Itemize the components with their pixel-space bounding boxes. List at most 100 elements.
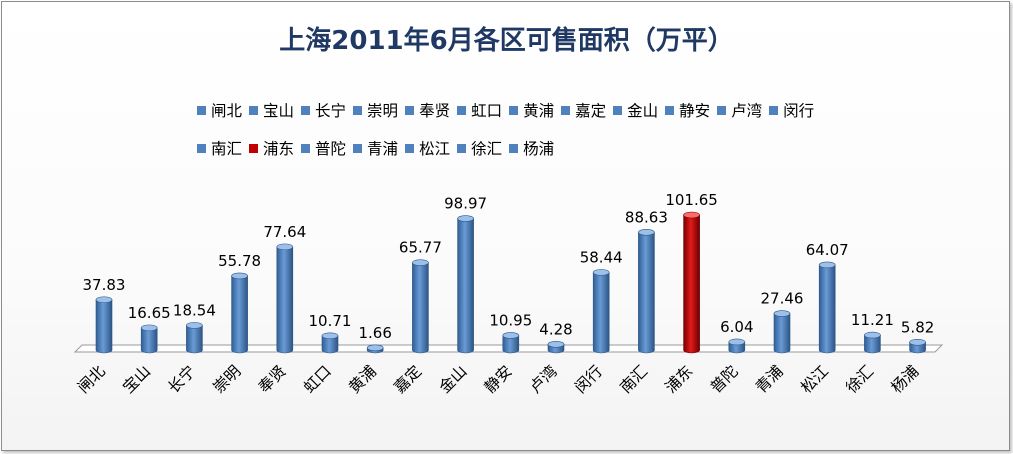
legend-label: 虹口 [471, 102, 503, 120]
data-label: 65.77 [399, 239, 442, 257]
legend-item: 宝山 [249, 92, 294, 130]
data-label: 37.83 [83, 276, 126, 294]
bar [231, 275, 248, 354]
legend-swatch [613, 106, 623, 115]
legend-item: 闵行 [769, 92, 814, 130]
legend-label: 宝山 [263, 102, 295, 120]
x-tick-label: 浦东 [662, 362, 697, 397]
x-tick-label: 卢湾 [526, 362, 561, 397]
bar-top [412, 259, 429, 266]
legend-label: 嘉定 [575, 102, 607, 120]
legend-label: 青浦 [367, 140, 399, 158]
data-label: 16.65 [128, 304, 171, 322]
x-tick-label: 长宁 [165, 362, 200, 397]
legend-label: 徐汇 [471, 140, 503, 158]
x-tick-label: 南汇 [617, 362, 652, 397]
legend-label: 静安 [679, 102, 711, 120]
bar-top [909, 338, 926, 346]
legend-item: 闸北 [197, 92, 242, 130]
x-tick-label: 闵行 [571, 362, 606, 397]
bar-top [592, 269, 610, 276]
x-tick-label: 黄浦 [345, 362, 380, 397]
data-label: 10.95 [489, 311, 532, 329]
data-label: 77.64 [263, 223, 306, 241]
legend-item: 崇明 [353, 92, 398, 130]
legend-swatch [509, 144, 519, 153]
bar [186, 325, 203, 354]
legend-label: 松江 [419, 140, 451, 158]
x-tick-label: 闸北 [74, 362, 109, 397]
legend-swatch [717, 106, 727, 115]
legend-item: 普陀 [301, 130, 346, 168]
bar-top [683, 211, 700, 219]
data-label: 88.63 [625, 208, 668, 226]
x-tick-label: 虹口 [300, 362, 335, 397]
x-tick-label: 静安 [481, 362, 516, 397]
legend-swatch [561, 106, 571, 115]
legend-swatch [197, 106, 206, 115]
legend-swatch [301, 144, 311, 153]
x-tick-label: 宝山 [119, 362, 154, 397]
legend-item: 金山 [613, 92, 658, 130]
legend-item: 奉贤 [405, 92, 450, 130]
data-label: 58.44 [580, 248, 623, 266]
legend-item: 卢湾 [717, 92, 762, 130]
bar-top [638, 228, 655, 236]
legend-item: 浦东 [249, 130, 294, 168]
x-tick-label: 嘉定 [391, 362, 426, 397]
bar [95, 299, 113, 354]
bar [502, 335, 520, 354]
x-tick-label: 杨浦 [888, 362, 923, 397]
bar-top [186, 322, 203, 329]
bar-top [457, 215, 474, 222]
legend-item: 嘉定 [561, 92, 606, 130]
legend-swatch [353, 144, 363, 153]
legend-swatch [509, 106, 519, 115]
legend-swatch [457, 144, 467, 153]
bar [592, 272, 610, 354]
bar-top [140, 324, 158, 332]
bar-top [276, 243, 294, 251]
bar-top [502, 332, 520, 339]
legend-label: 金山 [627, 102, 659, 120]
legend-item: 青浦 [353, 130, 398, 168]
legend-item: 静安 [665, 92, 710, 130]
bar [276, 246, 294, 354]
legend-item: 杨浦 [509, 130, 554, 168]
data-label: 64.07 [806, 241, 849, 259]
bar [773, 313, 791, 354]
data-label: 10.71 [309, 312, 352, 330]
data-label: 11.21 [851, 311, 894, 329]
bar-top [321, 332, 339, 340]
legend-swatch [301, 106, 311, 115]
bar [864, 334, 881, 354]
legend-label: 闸北 [211, 102, 243, 120]
legend-label: 长宁 [315, 102, 347, 120]
legend-label: 南汇 [211, 140, 243, 158]
legend-item: 长宁 [301, 92, 346, 130]
legend-label: 杨浦 [523, 140, 555, 158]
data-label: 1.66 [358, 324, 391, 342]
data-label: 27.46 [761, 290, 804, 308]
legend-item: 徐汇 [457, 130, 502, 168]
legend-swatch [769, 106, 779, 115]
legend-swatch [249, 144, 259, 153]
x-tick-label: 普陀 [707, 362, 742, 397]
legend-label: 崇明 [367, 102, 399, 120]
legend-swatch [665, 106, 675, 115]
legend-swatch [405, 106, 415, 115]
bar-top [547, 341, 565, 348]
bar [412, 262, 429, 354]
data-label: 55.78 [218, 252, 261, 270]
legend-label: 普陀 [315, 140, 347, 158]
x-tick-label: 徐汇 [843, 362, 878, 397]
bar-top [728, 338, 746, 346]
legend-swatch [405, 144, 415, 153]
bar [457, 218, 474, 354]
bar [638, 231, 655, 354]
legend-label: 浦东 [263, 140, 295, 158]
chart-title: 上海2011年6月各区可售面积（万平） [279, 26, 734, 56]
legend-label: 卢湾 [731, 102, 763, 120]
x-tick-label: 青浦 [752, 362, 787, 397]
